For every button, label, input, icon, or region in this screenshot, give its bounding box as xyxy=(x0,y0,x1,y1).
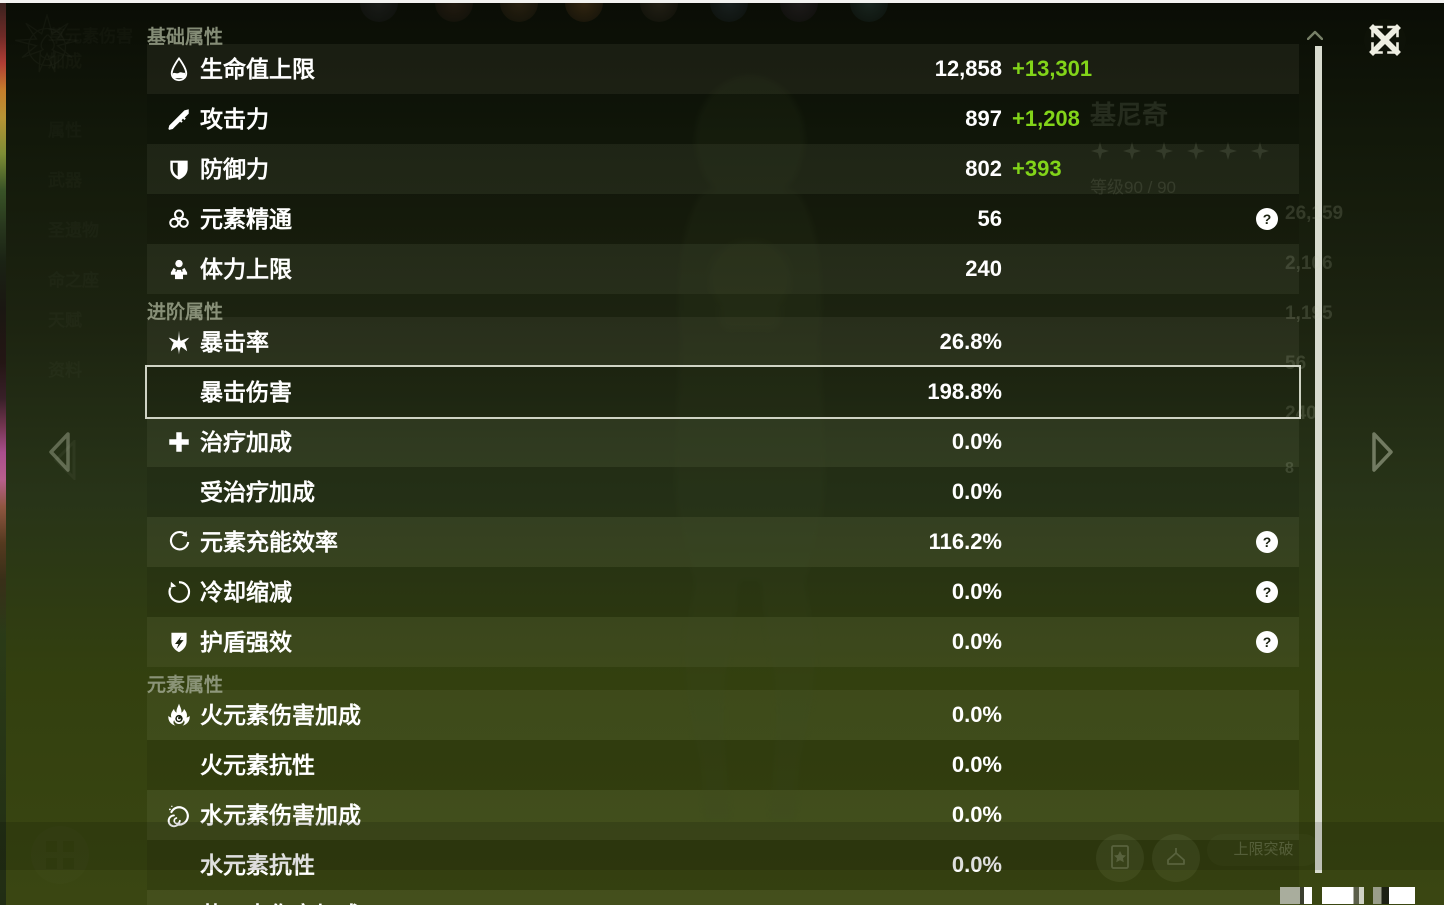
svg-text:?: ? xyxy=(1263,534,1272,550)
svg-text:?: ? xyxy=(1263,634,1272,650)
svg-text:?: ? xyxy=(1263,584,1272,600)
svg-text:?: ? xyxy=(1263,211,1272,227)
